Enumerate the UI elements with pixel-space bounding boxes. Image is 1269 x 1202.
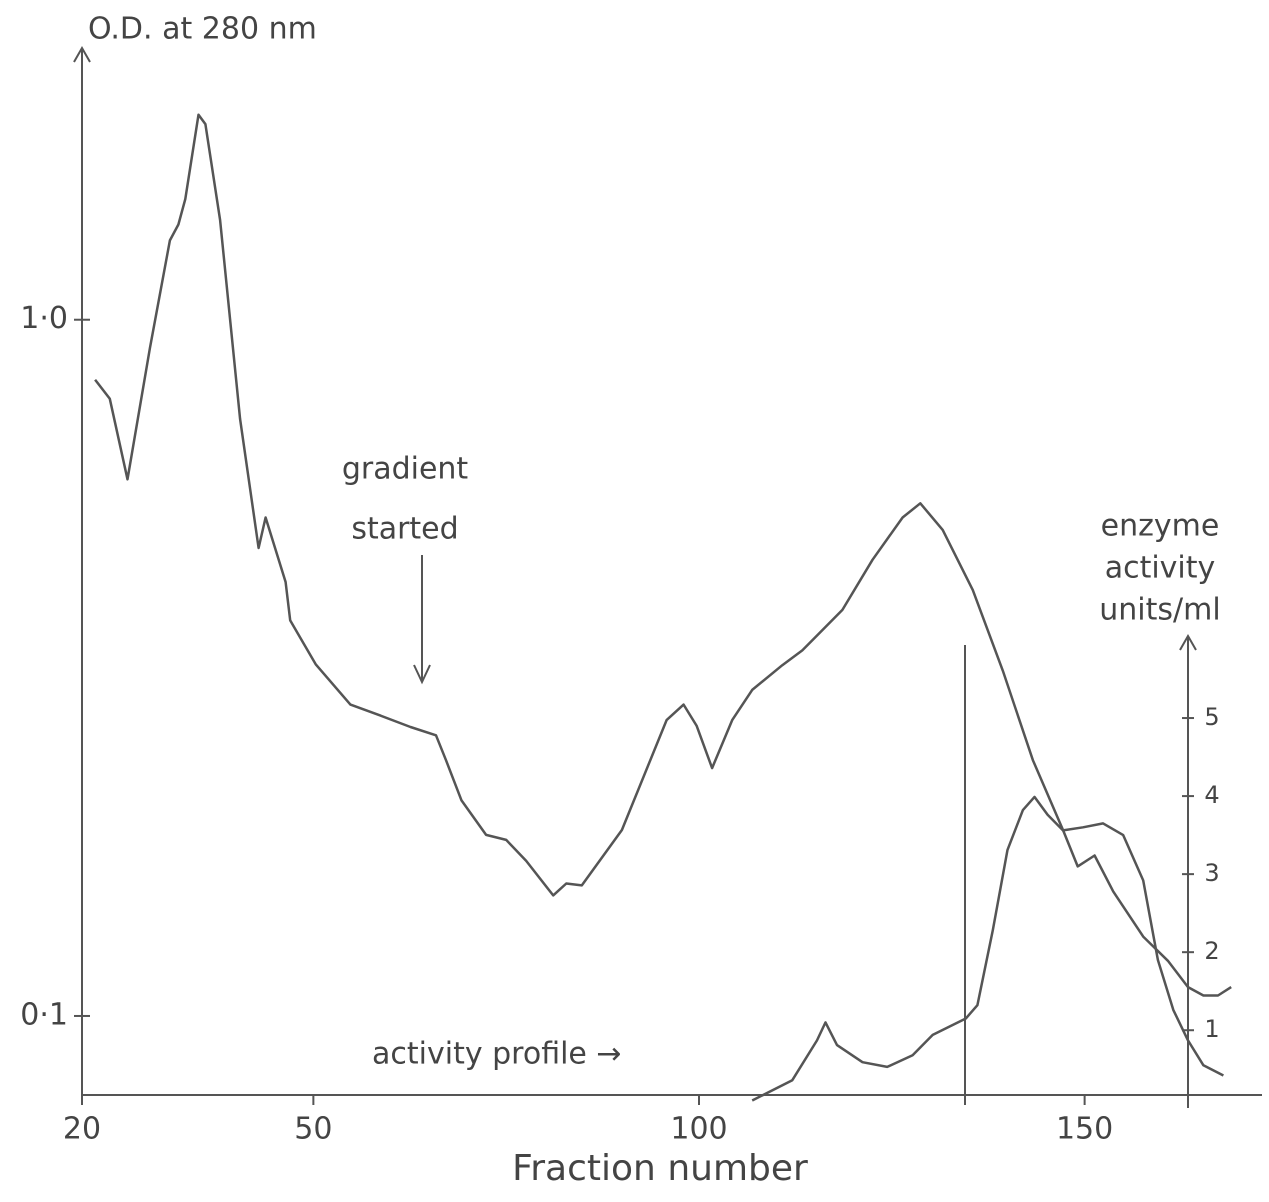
y2-tick-label: 4 <box>1204 781 1219 809</box>
y2-axis-label: activity <box>1105 551 1216 586</box>
y-axis-arrow <box>73 45 91 63</box>
y2-axis-label: enzyme <box>1101 509 1220 544</box>
y2-tick-label: 1 <box>1204 1015 1219 1043</box>
x-axis-label: Fraction number <box>512 1148 808 1189</box>
data-line <box>751 795 1224 1102</box>
y2-axis-arrow <box>1179 633 1197 651</box>
y-tick-label: 1·0 <box>20 301 68 336</box>
x-tick-label: 50 <box>294 1112 332 1147</box>
annotation: activity profile → <box>372 1037 622 1072</box>
annotation: started <box>351 512 458 547</box>
y2-axis-label: units/ml <box>1099 593 1220 628</box>
x-tick-label: 150 <box>1056 1112 1113 1147</box>
x-tick-label: 20 <box>63 1112 101 1147</box>
y2-tick-label: 5 <box>1204 703 1219 731</box>
y-axis-label: O.D. at 280 nm <box>88 12 317 47</box>
y-tick-label: 0·1 <box>20 997 68 1032</box>
data-line <box>94 113 1232 997</box>
y2-tick-label: 2 <box>1204 937 1219 965</box>
x-tick-label: 100 <box>670 1112 727 1147</box>
annotation-arrowhead <box>413 664 431 685</box>
annotation: gradient <box>342 452 469 487</box>
y2-tick-label: 3 <box>1204 859 1219 887</box>
